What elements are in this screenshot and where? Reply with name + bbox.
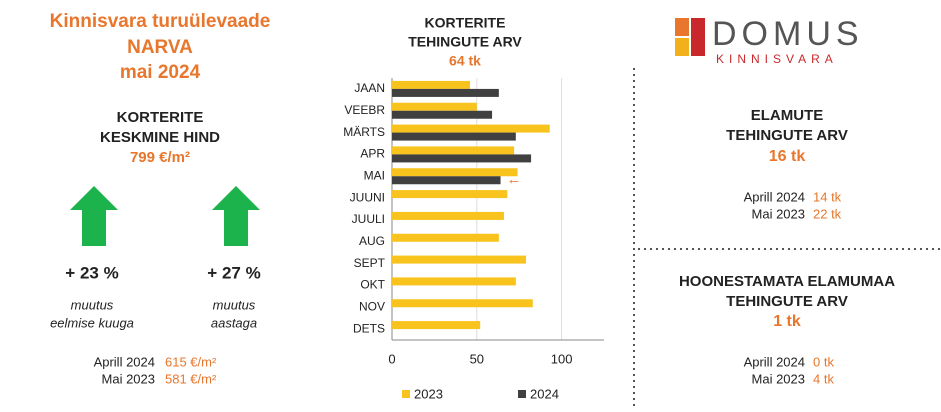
change-label: aastaga — [211, 315, 257, 330]
panel-title: HOONESTAMATA ELAMUMAA — [679, 273, 895, 290]
logo-sub: KINNISVARA — [716, 52, 838, 66]
compare-label: Mai 2023 — [102, 371, 155, 386]
price-value: 799 €/m² — [130, 149, 190, 166]
x-tick-label: 100 — [551, 351, 573, 366]
bar — [392, 146, 515, 155]
compare-value: 581 €/m² — [165, 371, 217, 386]
x-tick-label: 0 — [388, 351, 395, 366]
change-value: + 23 % — [65, 263, 118, 282]
chart-header: KORTERITE TEHINGUTE ARV 64 tk — [408, 15, 522, 69]
compare-value: 0 tk — [813, 354, 834, 369]
logo-block — [675, 38, 689, 56]
legend-label: 2023 — [414, 386, 443, 401]
bar — [392, 255, 526, 264]
logo-block — [675, 18, 689, 36]
bar — [392, 176, 501, 185]
change-value: + 27 % — [207, 263, 260, 282]
header-date: mai 2024 — [120, 62, 201, 83]
panel-value: 16 tk — [769, 148, 806, 165]
y-tick-label: NOV — [359, 299, 385, 313]
y-tick-label: JUUNI — [350, 190, 385, 204]
compare-value: 22 tk — [813, 206, 842, 221]
bar-chart: 0 50 100 JAAN VEEBR MÄRTS APR MAI JUUNI JUULI AUG S… — [343, 78, 604, 401]
chart-title: TEHINGUTE ARV — [408, 34, 522, 50]
logo-name: DOMUS — [712, 15, 864, 53]
y-tick-label: DETS — [353, 321, 385, 335]
bar — [392, 233, 499, 242]
compare-value: 4 tk — [813, 371, 834, 386]
y-tick-label: MÄRTS — [343, 125, 385, 139]
panel-title: TEHINGUTE ARV — [726, 127, 848, 144]
legend-label: 2024 — [530, 386, 559, 401]
compare-label: Aprill 2024 — [94, 354, 155, 369]
bar — [392, 211, 504, 220]
bar — [392, 154, 532, 163]
bar — [392, 88, 499, 97]
legend-swatch — [518, 390, 526, 398]
bar — [392, 190, 508, 199]
houses-panel: ELAMUTE TEHINGUTE ARV 16 tk Aprill 2024 … — [726, 107, 848, 221]
left-panel: Kinnisvara turuülevaade NARVA mai 2024 K… — [50, 11, 271, 386]
up-arrow — [70, 186, 118, 246]
chart-subtitle: 64 tk — [449, 53, 481, 69]
compare-value: 14 tk — [813, 189, 842, 204]
bar — [392, 102, 477, 111]
annotation: ← — [507, 171, 522, 188]
bar — [392, 132, 516, 141]
y-tick-label: VEEBR — [344, 103, 385, 117]
logo-block — [691, 18, 705, 56]
land-panel: HOONESTAMATA ELAMUMAA TEHINGUTE ARV 1 tk… — [679, 273, 895, 386]
bar — [392, 124, 550, 133]
bar — [392, 321, 481, 330]
compare-label: Aprill 2024 — [744, 354, 805, 369]
bar — [392, 110, 493, 119]
legend-swatch — [402, 390, 410, 398]
up-arrow — [212, 186, 260, 246]
compare-label: Mai 2023 — [752, 206, 805, 221]
change-label: muutus — [71, 297, 114, 312]
header-title: Kinnisvara turuülevaade — [50, 11, 271, 32]
x-tick-label: 50 — [470, 351, 484, 366]
y-tick-label: MAI — [364, 168, 385, 182]
y-tick-label: OKT — [360, 278, 385, 292]
compare-value: 615 €/m² — [165, 354, 217, 369]
y-tick-label: AUG — [359, 234, 385, 248]
logo: DOMUS KINNISVARA — [675, 15, 864, 66]
chart-title: KORTERITE — [425, 15, 506, 31]
panel-value: 1 tk — [773, 313, 801, 330]
y-tick-label: JUULI — [352, 212, 385, 226]
panel-title: ELAMUTE — [751, 107, 824, 124]
bar — [392, 299, 533, 308]
compare-label: Mai 2023 — [752, 371, 805, 386]
change-label: muutus — [213, 297, 256, 312]
y-tick-label: JAAN — [354, 81, 385, 95]
change-label: eelmise kuuga — [50, 315, 134, 330]
bar — [392, 277, 516, 286]
panel-title: TEHINGUTE ARV — [726, 293, 848, 310]
bar — [392, 168, 518, 177]
compare-label: Aprill 2024 — [744, 189, 805, 204]
price-title: KORTERITE — [117, 109, 204, 126]
header-city: NARVA — [127, 37, 193, 58]
y-tick-label: SEPT — [354, 256, 386, 270]
price-title: KESKMINE HIND — [100, 129, 220, 146]
y-tick-label: APR — [360, 147, 385, 161]
bar — [392, 80, 471, 89]
